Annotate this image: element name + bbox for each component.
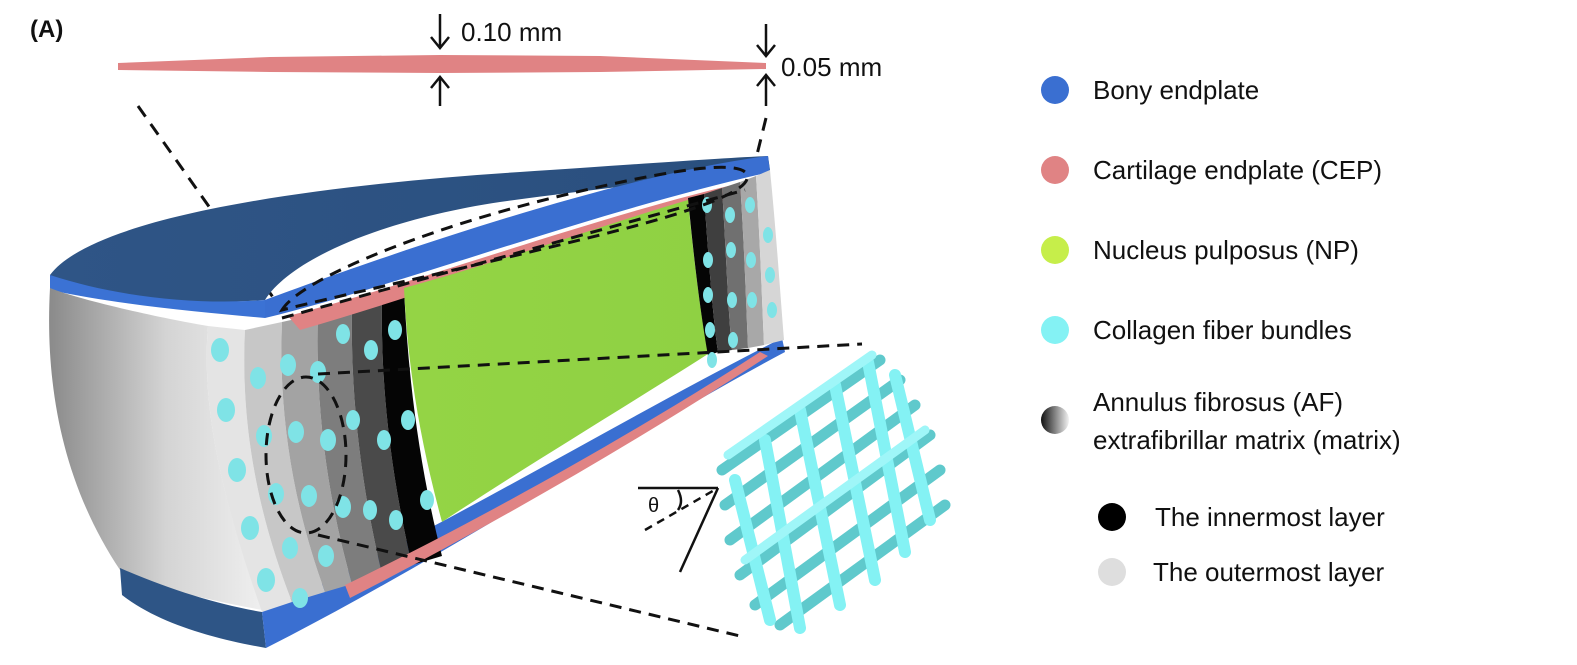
legend-label-outermost: The outermost layer: [1153, 557, 1385, 587]
collagen-bundles-right: [702, 197, 777, 368]
legend-swatch-innermost: [1098, 503, 1126, 531]
legend: Bony endplate Cartilage endplate (CEP) N…: [1041, 75, 1401, 587]
legend-label-innermost: The innermost layer: [1155, 502, 1385, 532]
cep-thickness-profile: [118, 55, 766, 73]
thickness-arrow-thin: [756, 24, 776, 106]
legend-label-matrix-line1: Annulus fibrosus (AF): [1093, 387, 1343, 417]
legend-label-cep: Cartilage endplate (CEP): [1093, 155, 1382, 185]
thickness-arrow-thick: [430, 14, 450, 106]
legend-item-matrix: Annulus fibrosus (AF) extrafibrillar mat…: [1041, 387, 1401, 455]
legend-swatch-cep: [1041, 156, 1069, 184]
fiber-angle-indicator: [638, 486, 720, 573]
legend-swatch-bony: [1041, 76, 1069, 104]
panel-label: (A): [30, 16, 63, 43]
nucleus-pulposus: [404, 200, 708, 522]
zoom-guides: [264, 165, 863, 638]
legend-label-matrix-line2: extrafibrillar matrix (matrix): [1093, 425, 1401, 455]
legend-label-np: Nucleus pulposus (NP): [1093, 235, 1359, 265]
bony-endplate-top: [50, 156, 770, 302]
legend-swatch-outermost: [1098, 558, 1126, 586]
thickness-label-thick: 0.10 mm: [461, 17, 562, 47]
legend-item-innermost: The innermost layer: [1098, 502, 1385, 532]
cep-bottom: [345, 352, 768, 598]
legend-swatch-collagen: [1041, 316, 1069, 344]
legend-swatch-matrix: [1041, 406, 1069, 434]
legend-item-outermost: The outermost layer: [1098, 557, 1385, 587]
collagen-bundles-left: [211, 320, 434, 608]
legend-swatch-np: [1041, 236, 1069, 264]
legend-label-collagen: Collagen fiber bundles: [1093, 315, 1352, 345]
disc-model: [49, 156, 863, 648]
collagen-fiber-lattice-top: [723, 350, 930, 565]
legend-item-np: Nucleus pulposus (NP): [1041, 235, 1359, 265]
legend-item-cep: Cartilage endplate (CEP): [1041, 155, 1382, 185]
angle-symbol: θ: [648, 495, 659, 517]
legend-label-bony: Bony endplate: [1093, 75, 1259, 105]
thickness-label-thin: 0.05 mm: [781, 52, 882, 82]
legend-item-bony-endplate: Bony endplate: [1041, 75, 1259, 105]
annulus-outer-wall: [49, 288, 262, 610]
legend-item-collagen: Collagen fiber bundles: [1041, 315, 1352, 345]
